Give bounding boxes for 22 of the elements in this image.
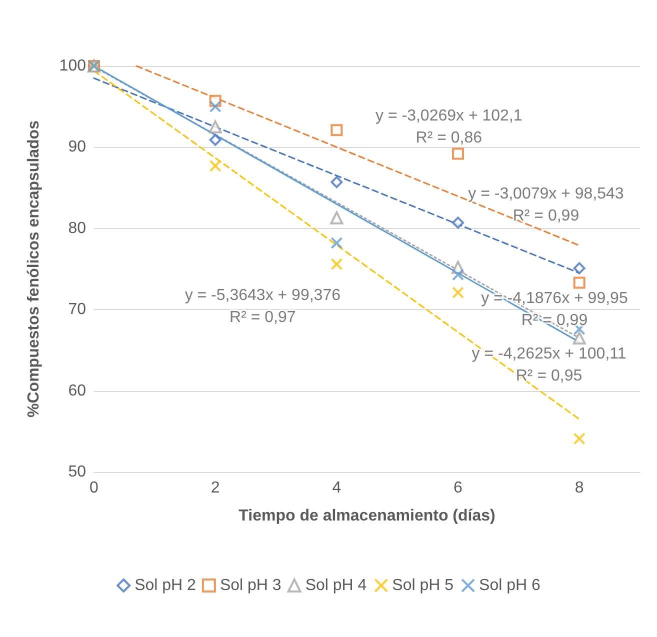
- y-axis-title: %Compuestos fenólicos encapsulados: [26, 120, 42, 418]
- x-tick-label: 4: [332, 480, 342, 496]
- y-tick-label: 50: [68, 464, 86, 480]
- x-tick-label: 8: [574, 480, 584, 496]
- y-tick-label: 90: [68, 138, 86, 156]
- annotation: y = -4,2625x + 100,11 R² = 0,95: [472, 345, 626, 384]
- legend-label: Sol pH 3: [220, 577, 282, 594]
- y-tick-label: 80: [68, 220, 86, 237]
- annotation: y = -3,0079x + 98,543 R² = 0,99: [468, 185, 624, 224]
- x-axis-title: Tiempo de almacenamiento (días): [238, 508, 496, 524]
- legend-label: Sol pH 4: [305, 577, 367, 594]
- x-tick-label: 2: [210, 480, 220, 496]
- legend-label: Sol pH 6: [479, 577, 541, 594]
- x-tick-label: 6: [454, 480, 463, 496]
- annotation: y = -5,3643x + 99,376 R² = 0,97: [184, 286, 341, 326]
- annotation: y = -3,0269x + 102,1 R² = 0,86: [376, 107, 522, 146]
- y-tick-label: 70: [68, 301, 86, 318]
- y-tick-label: 100: [59, 58, 86, 74]
- legend-label: Sol pH 2: [134, 577, 196, 594]
- legend-label: Sol pH 5: [392, 577, 454, 594]
- y-tick-label: 60: [68, 382, 86, 400]
- x-tick-label: 0: [90, 480, 99, 496]
